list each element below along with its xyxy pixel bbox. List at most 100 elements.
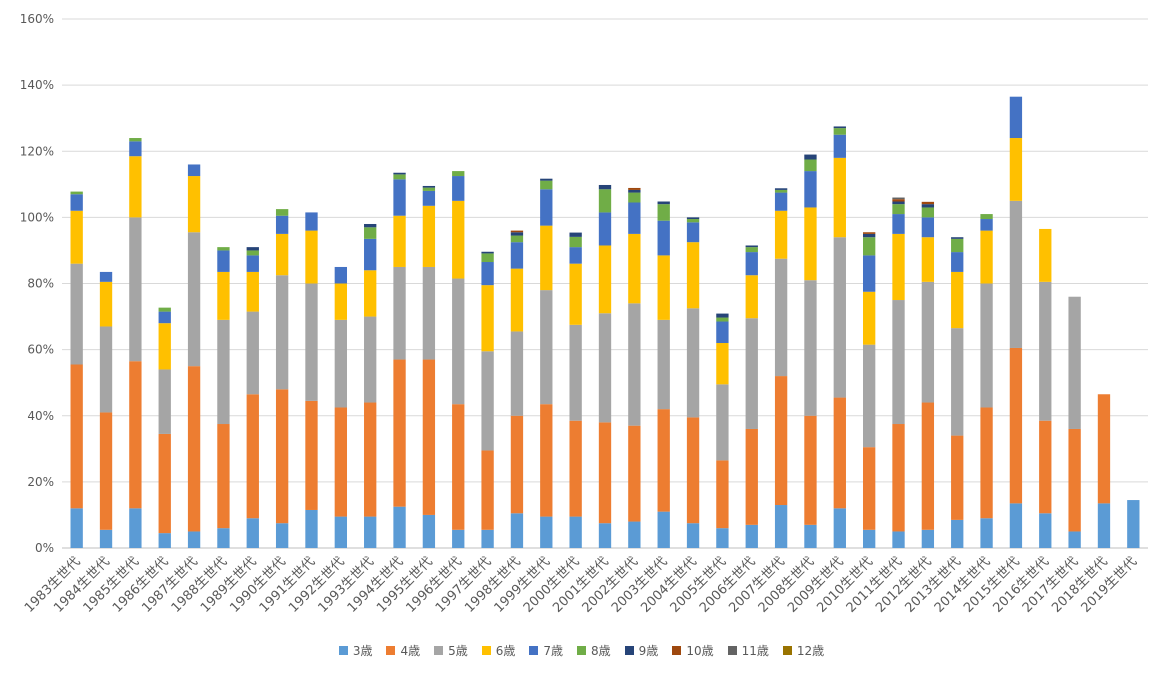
legend-label: 8歳 bbox=[591, 644, 611, 658]
bar-segment bbox=[422, 359, 436, 515]
bar-segment bbox=[921, 201, 935, 205]
bar-segment bbox=[774, 376, 788, 506]
bar-segment bbox=[129, 138, 142, 142]
bar-segment bbox=[422, 266, 436, 360]
bar-segment bbox=[892, 214, 905, 234]
legend-swatch bbox=[577, 646, 587, 655]
bar-segment bbox=[921, 217, 935, 238]
bar-segment bbox=[510, 513, 524, 548]
bar-segment bbox=[628, 187, 641, 190]
bar-segment bbox=[129, 217, 142, 362]
stacked-bar-chart: 0% 20% 40% 60% 80% 100% 120% 140% 160% 1983生世代19… bbox=[20, 12, 1148, 616]
bar-segment bbox=[921, 529, 935, 548]
bar-segment bbox=[481, 262, 494, 286]
legend-swatch bbox=[434, 646, 444, 655]
y-tick-label: 80% bbox=[27, 277, 54, 291]
bar-segment bbox=[393, 179, 406, 216]
bar-segment bbox=[804, 207, 817, 281]
y-tick-label: 40% bbox=[27, 409, 54, 423]
bar-segment bbox=[862, 291, 876, 345]
legend-label: 7歳 bbox=[543, 644, 564, 658]
bar-segment bbox=[364, 238, 377, 271]
y-tick-label: 160% bbox=[20, 12, 54, 26]
legend-swatch bbox=[782, 646, 792, 655]
bar-segment bbox=[422, 514, 436, 548]
bar-segment bbox=[393, 359, 406, 507]
bar-segment bbox=[129, 361, 142, 509]
legend-item: 6歳 bbox=[481, 642, 515, 659]
bar-segment bbox=[1009, 503, 1023, 548]
bar-segment bbox=[99, 412, 113, 530]
bar-segment bbox=[657, 511, 670, 548]
bar-segment bbox=[833, 237, 846, 398]
bar-segment bbox=[862, 255, 876, 292]
bar-segment bbox=[70, 210, 83, 264]
bar-segment bbox=[598, 245, 612, 314]
legend-label: 4歳 bbox=[400, 644, 421, 658]
bar-segment bbox=[716, 343, 729, 385]
legend-label: 11歳 bbox=[741, 644, 769, 658]
bar-segment bbox=[1097, 503, 1111, 548]
bar-segment bbox=[70, 194, 83, 211]
bar-segment bbox=[275, 389, 289, 524]
legend-swatch bbox=[727, 646, 737, 655]
legend-item: 8歳 bbox=[577, 642, 611, 659]
bar-segment bbox=[275, 215, 289, 234]
bar-segment bbox=[334, 516, 348, 548]
bar-segment bbox=[745, 428, 758, 525]
legend-label: 9歳 bbox=[638, 644, 659, 658]
bar-segment bbox=[217, 247, 230, 251]
bar-segment bbox=[540, 189, 553, 226]
bar-segment bbox=[569, 516, 582, 548]
legend-label: 5歳 bbox=[448, 644, 468, 658]
bar-segment bbox=[804, 415, 817, 525]
bar-segment bbox=[422, 187, 436, 191]
bar-segment bbox=[686, 308, 700, 418]
bar-segment bbox=[540, 225, 553, 291]
bar-segment bbox=[1039, 420, 1052, 514]
bar-segment bbox=[951, 328, 964, 436]
bar-segment bbox=[598, 189, 612, 213]
bar-segment bbox=[774, 210, 788, 259]
bar-segment bbox=[364, 223, 377, 228]
bar-segment bbox=[921, 281, 935, 403]
bar-segment bbox=[862, 232, 876, 234]
bar-segment bbox=[540, 290, 553, 405]
bar-segment bbox=[833, 157, 846, 238]
bar-segment bbox=[129, 156, 142, 218]
bar-segment bbox=[892, 197, 905, 200]
bar-segment bbox=[540, 178, 553, 181]
y-tick-label: 120% bbox=[20, 144, 54, 158]
bar-segment bbox=[246, 247, 259, 251]
bar-segment bbox=[158, 323, 171, 370]
bar-segment bbox=[246, 311, 259, 395]
bar-segment bbox=[275, 233, 289, 276]
bar-segment bbox=[129, 141, 142, 157]
bar-segment bbox=[774, 505, 788, 548]
bar-segment bbox=[862, 529, 876, 548]
legend-item: 4歳 bbox=[386, 642, 420, 659]
bar-segment bbox=[481, 351, 494, 451]
bar-segment bbox=[774, 189, 788, 193]
bar-segment bbox=[892, 531, 905, 548]
bar-segment bbox=[158, 307, 171, 312]
bar-segment bbox=[217, 528, 230, 548]
bar-segment bbox=[716, 313, 729, 318]
x-axis-tick-labels: 1983生世代1984生世代1985生世代1986生世代1987生世代1988生… bbox=[22, 554, 1140, 616]
bar-segment bbox=[745, 524, 758, 548]
bar-segment bbox=[716, 528, 729, 548]
bar-segment bbox=[187, 232, 201, 367]
bar-segment bbox=[657, 220, 670, 256]
bar-segment bbox=[628, 233, 641, 304]
bar-segment bbox=[158, 533, 171, 548]
legend-item: 7歳 bbox=[529, 642, 563, 659]
bar-segment bbox=[452, 529, 465, 548]
bar-segment bbox=[305, 230, 318, 284]
bar-segment bbox=[275, 209, 289, 216]
bar-segment bbox=[569, 263, 582, 325]
bar-segment bbox=[804, 171, 817, 208]
bar-segment bbox=[510, 242, 524, 269]
bar-segment bbox=[510, 232, 524, 236]
bar-segment bbox=[951, 237, 964, 239]
bar-segment bbox=[833, 508, 846, 548]
